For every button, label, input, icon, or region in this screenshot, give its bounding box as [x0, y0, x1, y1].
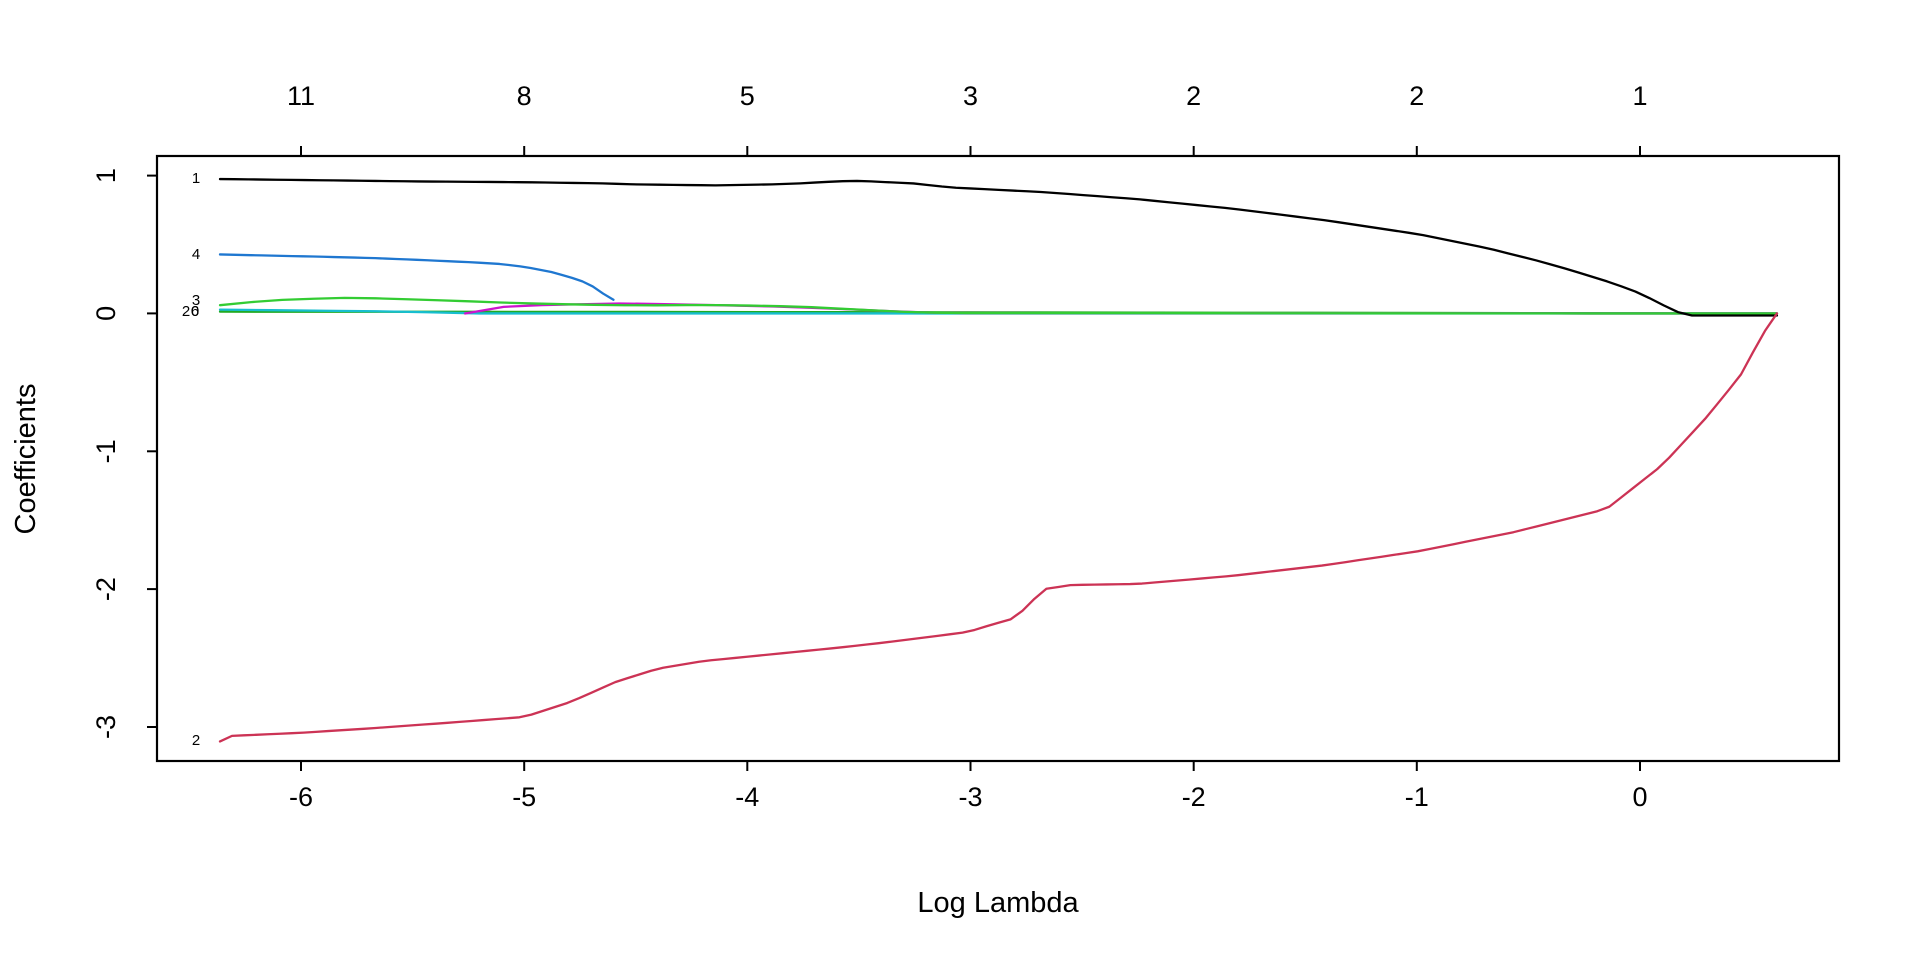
svg-text:-1: -1: [91, 439, 121, 463]
svg-text:Log Lambda: Log Lambda: [917, 887, 1079, 919]
svg-text:Coefficients: Coefficients: [10, 384, 42, 535]
svg-text:-2: -2: [91, 577, 121, 601]
svg-text:2: 2: [192, 732, 200, 749]
svg-text:-6: -6: [289, 782, 313, 812]
svg-text:-3: -3: [91, 715, 121, 739]
svg-text:2: 2: [1409, 81, 1424, 111]
svg-text:3: 3: [963, 81, 978, 111]
svg-text:1: 1: [1632, 81, 1647, 111]
svg-text:1: 1: [91, 168, 121, 183]
svg-text:5: 5: [740, 81, 755, 111]
svg-text:-1: -1: [1405, 782, 1429, 812]
svg-text:-3: -3: [958, 782, 982, 812]
svg-text:0: 0: [1632, 782, 1647, 812]
svg-text:2: 2: [1186, 81, 1201, 111]
svg-text:-4: -4: [735, 782, 759, 812]
svg-text:4: 4: [192, 246, 200, 263]
svg-text:-2: -2: [1182, 782, 1206, 812]
svg-text:6: 6: [191, 303, 199, 320]
svg-text:1: 1: [192, 170, 200, 187]
svg-text:11: 11: [287, 81, 315, 111]
svg-text:0: 0: [91, 306, 121, 321]
svg-text:2: 2: [182, 303, 190, 320]
svg-text:8: 8: [517, 81, 532, 111]
svg-text:-5: -5: [512, 782, 536, 812]
